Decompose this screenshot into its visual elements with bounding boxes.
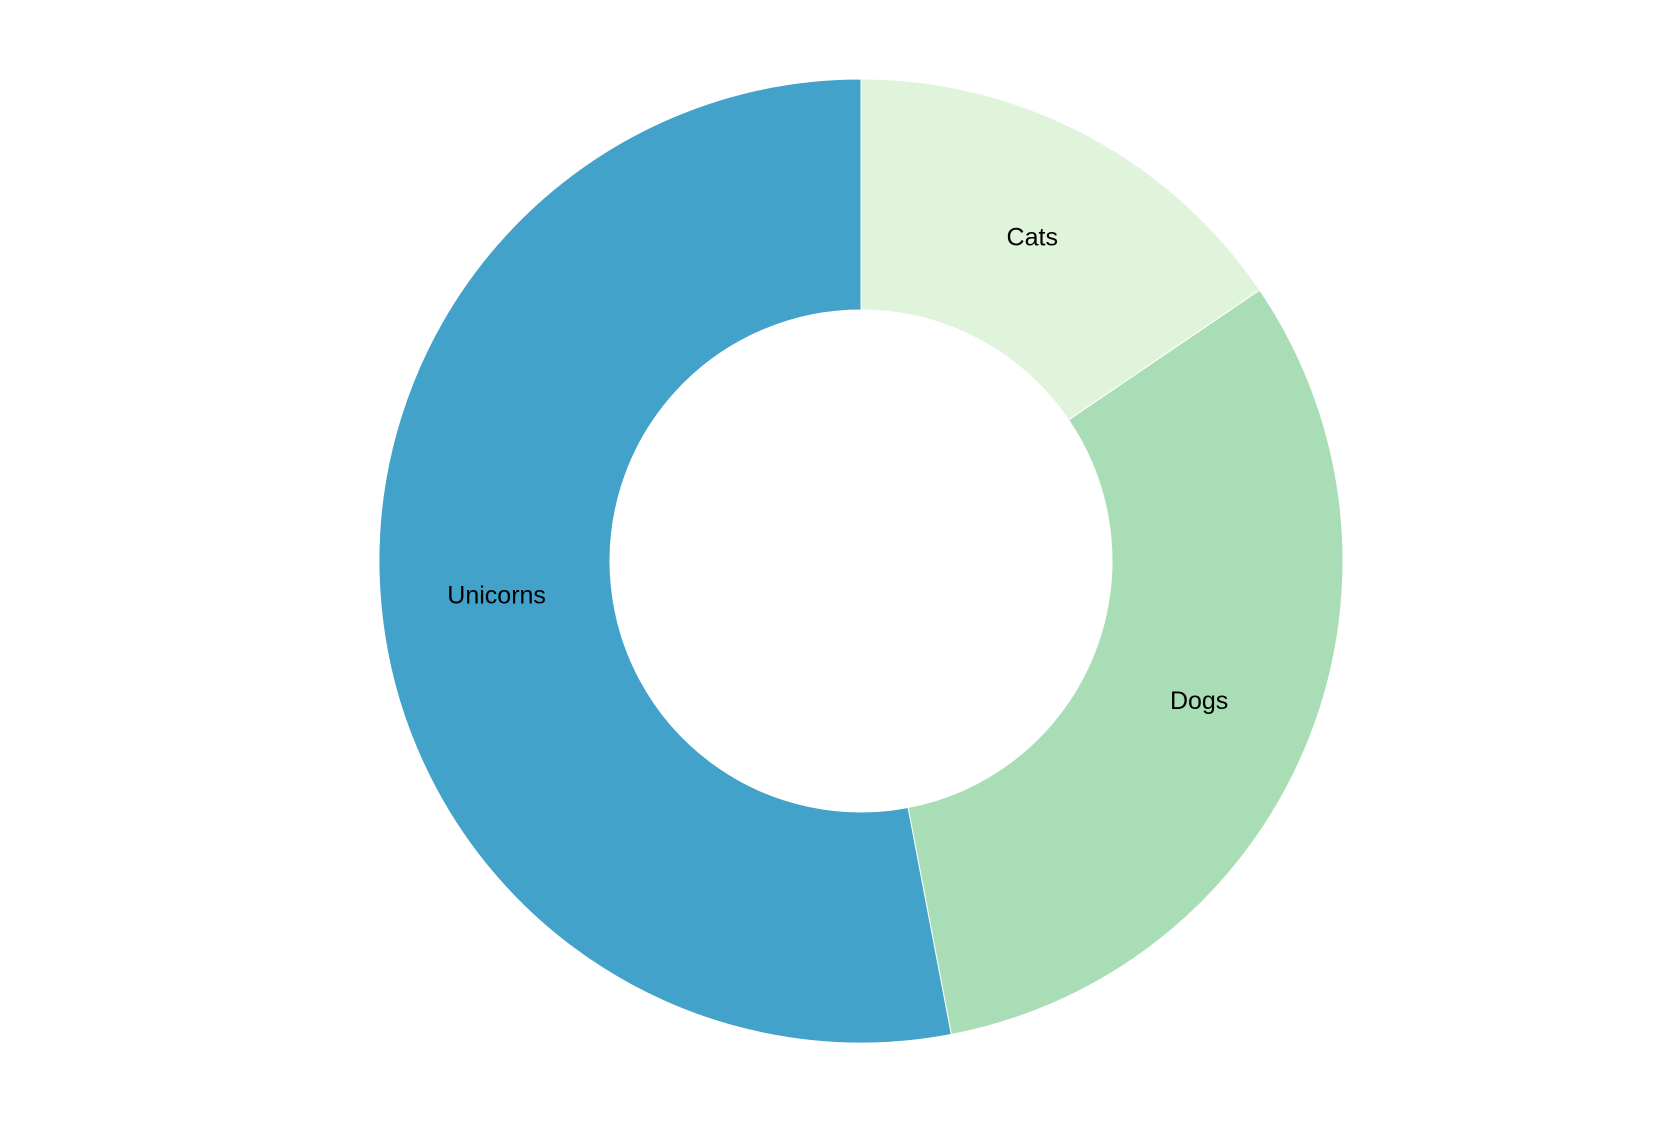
slice-label-dogs: Dogs [1170, 687, 1228, 715]
slice-dogs [907, 289, 1344, 1036]
slice-label-cats: Cats [1007, 224, 1058, 252]
donut-slices [378, 78, 1344, 1044]
slice-label-unicorns: Unicorns [447, 581, 546, 609]
slice-cats [860, 78, 1261, 421]
slice-unicorns [378, 78, 952, 1044]
slice-labels: Cats Dogs Unicorns [447, 224, 1228, 716]
